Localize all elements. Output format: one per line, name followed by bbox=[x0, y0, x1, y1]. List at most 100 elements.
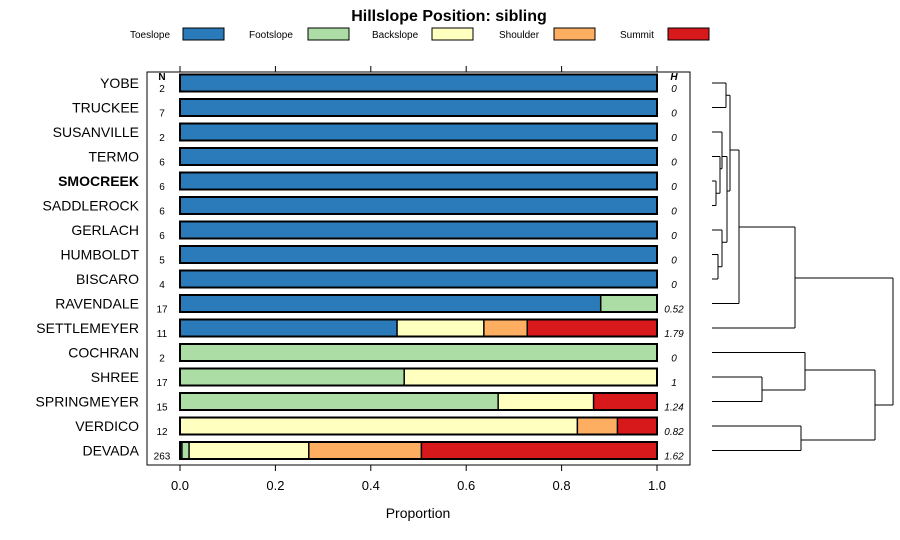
bar-outline bbox=[179, 318, 658, 338]
row-label: BISCARO bbox=[76, 271, 139, 287]
row-susanville: SUSANVILLE 2 0 bbox=[53, 122, 677, 144]
bar-segment-toeslope bbox=[180, 148, 657, 165]
x-axis: 0.0 0.2 0.4 0.6 0.8 1.0 bbox=[171, 66, 666, 493]
n-value: 15 bbox=[156, 403, 168, 414]
n-value: 6 bbox=[159, 158, 165, 169]
bar-segment-shoulder bbox=[308, 442, 422, 459]
row-verdico: VERDICO 12 0.82 bbox=[75, 416, 684, 438]
bar-segment-footslope bbox=[600, 295, 657, 312]
legend-swatch-shoulder bbox=[553, 27, 596, 41]
row-ravendale: RAVENDALE 17 0.52 bbox=[55, 294, 684, 316]
n-value: 2 bbox=[159, 354, 165, 365]
chart-title: Hillslope Position: sibling bbox=[351, 8, 547, 25]
h-value: 0 bbox=[671, 158, 677, 169]
h-value: 0 bbox=[671, 84, 677, 95]
n-value: 6 bbox=[159, 231, 165, 242]
bar-segment-shoulder bbox=[483, 319, 528, 337]
bar-segment-summit bbox=[421, 442, 657, 459]
bar-segment-footslope bbox=[180, 368, 405, 386]
row-humboldt: HUMBOLDT 5 0 bbox=[60, 245, 677, 267]
row-shree: SHREE 17 1 bbox=[91, 367, 677, 389]
h-value: 0.52 bbox=[664, 305, 684, 316]
n-value: 17 bbox=[156, 305, 168, 316]
bar-outline bbox=[179, 147, 658, 166]
legend-label-footslope: Footslope bbox=[249, 30, 293, 41]
h-value: 1.79 bbox=[664, 329, 684, 340]
bar-segment-backslope bbox=[404, 368, 657, 386]
h-value: 0 bbox=[671, 133, 677, 144]
h-value: 1.24 bbox=[664, 403, 684, 414]
bar-outline bbox=[179, 441, 658, 460]
bar-segment-backslope bbox=[397, 319, 484, 337]
x-tick-label: 0.0 bbox=[171, 478, 189, 493]
row-label: TRUCKEE bbox=[72, 100, 139, 116]
row-yobe: YOBE 2 0 bbox=[100, 73, 677, 95]
bar-outline bbox=[179, 171, 658, 191]
bar-segment-toeslope bbox=[180, 319, 398, 337]
row-settlemeyer: SETTLEMEYER 11 1.79 bbox=[36, 318, 684, 340]
x-tick-label: 0.8 bbox=[553, 478, 571, 493]
bar-outline bbox=[179, 98, 658, 117]
bar-outline bbox=[179, 392, 658, 411]
row-label: SPRINGMEYER bbox=[36, 394, 139, 410]
bar-outline bbox=[179, 294, 658, 313]
bar-segment-toeslope bbox=[180, 246, 657, 263]
n-value: 12 bbox=[156, 427, 168, 438]
bar-segment-backslope bbox=[498, 393, 594, 410]
x-tick-label: 0.4 bbox=[362, 478, 380, 493]
row-label: SHREE bbox=[91, 369, 139, 385]
row-label: SUSANVILLE bbox=[53, 124, 139, 140]
bar-segment-toeslope bbox=[180, 99, 657, 116]
n-value: 4 bbox=[159, 280, 165, 291]
bar-segment-toeslope bbox=[180, 270, 657, 288]
bar-outline bbox=[179, 367, 658, 387]
n-value: 7 bbox=[159, 109, 165, 120]
bar-outline bbox=[179, 196, 658, 215]
bar-segment-backslope bbox=[189, 442, 309, 459]
bar-segment-footslope bbox=[180, 393, 499, 410]
h-value: 0 bbox=[671, 109, 677, 120]
n-value: 2 bbox=[159, 133, 165, 144]
bar-segment-toeslope bbox=[180, 74, 657, 92]
h-value: 0 bbox=[671, 256, 677, 267]
x-tick-label: 1.0 bbox=[648, 478, 666, 493]
bar-outline bbox=[179, 73, 658, 93]
bar-outline bbox=[179, 343, 658, 362]
legend-swatch-footslope bbox=[307, 27, 350, 41]
legend-swatch-toeslope bbox=[182, 27, 225, 41]
bar-segment-toeslope bbox=[180, 295, 601, 312]
bar-segment-backslope bbox=[180, 417, 578, 435]
bar-segment-toeslope bbox=[180, 172, 657, 190]
bar-outline bbox=[179, 245, 658, 264]
row-saddlerock: SADDLEROCK 6 0 bbox=[43, 196, 677, 218]
legend: Toeslope Footslope Backslope Shoulder Summit bbox=[130, 27, 710, 41]
legend-swatch-backslope bbox=[431, 27, 474, 41]
row-label: COCHRAN bbox=[68, 345, 139, 361]
n-value: 5 bbox=[159, 256, 165, 267]
bar-outline bbox=[179, 269, 658, 289]
plot-frame bbox=[146, 71, 691, 466]
row-label: VERDICO bbox=[75, 418, 139, 434]
bar-segment-summit bbox=[527, 319, 657, 337]
n-value: 17 bbox=[156, 378, 168, 389]
h-value: 0.82 bbox=[664, 427, 684, 438]
bar-segment-summit bbox=[593, 393, 657, 410]
bar-segment-footslope bbox=[181, 442, 190, 459]
row-cochran: COCHRAN 2 0 bbox=[68, 343, 677, 365]
h-value: 1 bbox=[671, 378, 677, 389]
bar-segment-toeslope bbox=[180, 197, 657, 214]
bar-segment-summit bbox=[617, 417, 657, 435]
legend-swatch-summit bbox=[667, 27, 710, 41]
n-value: 11 bbox=[157, 329, 168, 340]
row-springmeyer: SPRINGMEYER 15 1.24 bbox=[36, 392, 684, 414]
h-value: 0 bbox=[671, 207, 677, 218]
row-smocreek: SMOCREEK 6 0 bbox=[58, 171, 677, 193]
row-gerlach: GERLACH 6 0 bbox=[71, 220, 677, 242]
row-devada: DEVADA 263 1.62 bbox=[82, 441, 684, 463]
h-value: 0 bbox=[671, 280, 677, 291]
n-value: 263 bbox=[154, 452, 171, 463]
dendrogram bbox=[712, 82, 894, 451]
h-value: 0 bbox=[671, 354, 677, 365]
n-value: 6 bbox=[159, 182, 165, 193]
